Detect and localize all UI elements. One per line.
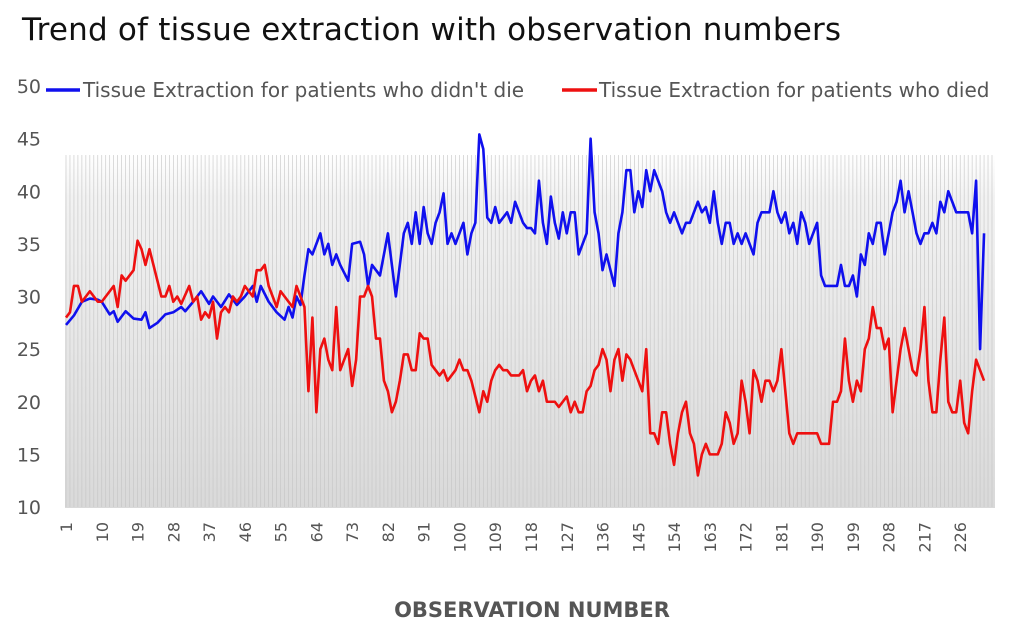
series-line-survived xyxy=(65,133,986,351)
series-line-died xyxy=(64,239,986,477)
x-tick-label: 55 xyxy=(272,522,291,542)
y-tick-label: 30 xyxy=(17,287,41,309)
x-tick-label: 100 xyxy=(450,522,469,553)
x-tick-label: 91 xyxy=(415,522,434,542)
x-tick-label: 19 xyxy=(129,522,148,542)
y-axis: 10 15 20 25 30 35 40 45 50 xyxy=(17,76,41,519)
x-tick-label: 181 xyxy=(772,522,791,553)
x-tick-label: 46 xyxy=(236,522,255,542)
x-tick-label: 64 xyxy=(307,522,326,542)
x-tick-label: 28 xyxy=(164,522,183,542)
x-tick-label: 109 xyxy=(486,522,505,553)
legend-label-survived: Tissue Extraction for patients who didn'… xyxy=(82,78,524,102)
legend: Tissue Extraction for patients who didn'… xyxy=(46,78,989,102)
plot-area-background xyxy=(65,155,995,508)
x-tick-label: 73 xyxy=(343,522,362,542)
x-axis: 1 10 19 28 37 46 55 64 73 82 91 100 109 118 127 136 145 1… xyxy=(57,522,970,553)
x-tick-label: 127 xyxy=(558,522,577,553)
y-tick-label: 40 xyxy=(17,181,41,203)
chart-title: Trend of tissue extraction with observat… xyxy=(22,12,842,48)
x-tick-label: 163 xyxy=(701,522,720,553)
x-tick-label: 82 xyxy=(379,522,398,542)
x-tick-label: 172 xyxy=(737,522,756,553)
legend-label-died: Tissue Extraction for patients who died xyxy=(598,78,989,102)
x-tick-label: 1 xyxy=(57,522,76,532)
y-tick-label: 25 xyxy=(17,339,41,361)
y-tick-label: 10 xyxy=(17,497,41,519)
series-lines xyxy=(64,133,986,477)
x-tick-label: 136 xyxy=(594,522,613,553)
y-tick-label: 20 xyxy=(17,392,41,414)
x-tick-label: 217 xyxy=(915,522,934,553)
x-axis-title: OBSERVATION NUMBER xyxy=(394,598,670,622)
y-tick-label: 15 xyxy=(17,444,41,466)
x-tick-label: 145 xyxy=(629,522,648,553)
y-tick-label: 45 xyxy=(17,129,41,151)
x-tick-label: 226 xyxy=(951,522,970,553)
y-tick-label: 35 xyxy=(17,234,41,256)
y-tick-label: 50 xyxy=(17,76,41,98)
x-tick-label: 118 xyxy=(522,522,541,553)
x-tick-label: 190 xyxy=(808,522,827,553)
x-tick-label: 154 xyxy=(665,522,684,553)
x-tick-label: 37 xyxy=(200,522,219,542)
x-tick-label: 208 xyxy=(880,522,899,553)
x-tick-label: 10 xyxy=(93,522,112,542)
x-tick-label: 199 xyxy=(844,522,863,553)
